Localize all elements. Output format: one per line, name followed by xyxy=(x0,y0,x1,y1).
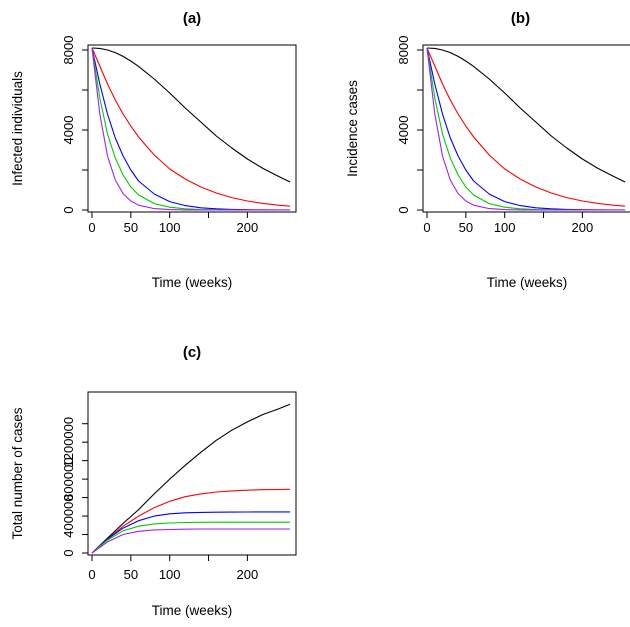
panel-c-title: (c) xyxy=(183,344,201,361)
panel-c-x-tick-label: 0 xyxy=(88,567,95,582)
panel-a-y-tick-label: 8000 xyxy=(61,36,76,65)
panel-c-series-line-4 xyxy=(91,521,291,554)
panel-b-x-tick-label: 100 xyxy=(494,220,516,235)
panel-a-y-axis-label: Infected individuals xyxy=(10,71,25,186)
panel-b-y-tick-label: 8000 xyxy=(396,36,411,65)
panel-a-plot-frame xyxy=(87,44,297,213)
panel-b-x-tick-label: 200 xyxy=(572,220,594,235)
panel-a-series-line-5 xyxy=(91,47,291,211)
panel-c-y-tick-label: 0 xyxy=(61,549,76,556)
panel-a-x-axis-label: Time (weeks) xyxy=(152,275,233,290)
panel-c-x-axis-label: Time (weeks) xyxy=(152,603,233,618)
panel-b-series-line-5 xyxy=(426,47,626,211)
panel-b-y-axis-label: Incidence cases xyxy=(345,80,360,177)
panel-c-x-tick-label: 100 xyxy=(159,567,181,582)
panel-c-y-tick-label: 1200000 xyxy=(61,417,76,468)
panel-a-x-tick-label: 100 xyxy=(159,220,181,235)
panel-b-series-line-1 xyxy=(426,47,626,183)
panel-b-x-tick-label: 50 xyxy=(459,220,473,235)
panel-b-y-tick-label: 4000 xyxy=(396,116,411,145)
panel-a-series-line-1 xyxy=(91,47,291,183)
panel-b-title: (b) xyxy=(511,10,530,27)
panel-b-series-line-2 xyxy=(426,47,626,207)
panel-c-x-tick-label: 200 xyxy=(237,567,259,582)
panel-b-plot-frame xyxy=(422,44,630,213)
panel-a-y-tick-label: 0 xyxy=(61,206,76,213)
panel-a-x-tick-label: 0 xyxy=(88,220,95,235)
panel-a-y-tick-label: 4000 xyxy=(61,116,76,145)
panel-c-series-line-3 xyxy=(91,511,291,554)
panel-a-x-tick-label: 200 xyxy=(237,220,259,235)
panel-b-x-tick-label: 0 xyxy=(423,220,430,235)
panel-c-series-line-5 xyxy=(91,528,291,554)
panel-a-x-tick-label: 50 xyxy=(124,220,138,235)
panel-c-y-axis-label: Total number of cases xyxy=(10,407,25,539)
panel-c-plot-frame xyxy=(87,391,297,556)
panel-b-y-tick-label: 0 xyxy=(396,206,411,213)
panel-a-title: (a) xyxy=(183,10,201,27)
panel-c-series-line-2 xyxy=(91,488,291,554)
panel-c-series-line-1 xyxy=(91,403,291,554)
panel-c-y-tick-label: 400000 xyxy=(61,494,76,537)
panel-c-y-tick-label: 800000 xyxy=(61,457,76,500)
panel-c-x-tick-label: 50 xyxy=(124,567,138,582)
panel-a-series-line-2 xyxy=(91,47,291,207)
panel-b-x-axis-label: Time (weeks) xyxy=(487,275,568,290)
